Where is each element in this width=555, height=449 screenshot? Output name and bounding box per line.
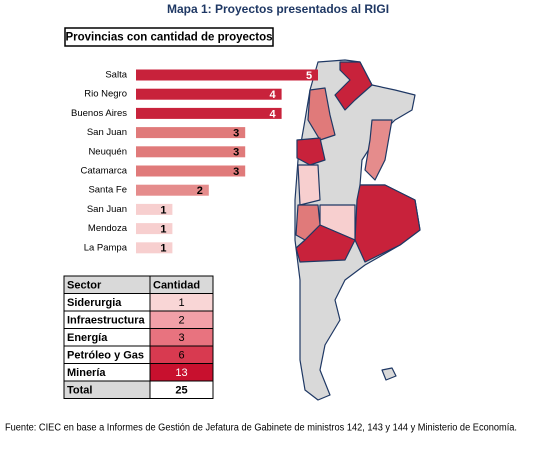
province <box>296 137 326 166</box>
chart-title: Provincias con cantidad de proyectos <box>65 32 272 44</box>
value-label: 4 <box>270 108 277 120</box>
source: Fuente: CIEC en base a Informes de Gesti… <box>5 423 517 434</box>
table-text: Total <box>67 385 92 397</box>
table-text: Sector <box>67 280 102 292</box>
province <box>297 164 321 206</box>
category-label: San Juan <box>87 204 127 215</box>
value-label: 4 <box>270 89 277 101</box>
province <box>364 119 393 181</box>
islands <box>381 367 397 381</box>
bar <box>136 107 282 119</box>
bar <box>136 203 173 215</box>
value-label: 1 <box>160 224 166 236</box>
category-label: Santa Fe <box>88 185 127 196</box>
bar <box>136 146 246 158</box>
value-label: 3 <box>233 147 239 159</box>
value-label: 2 <box>197 185 203 197</box>
table-text: Cantidad <box>153 280 200 292</box>
bar <box>136 242 173 254</box>
table-text: Petróleo y Gas <box>67 350 144 362</box>
table-text: Minería <box>67 367 106 379</box>
table-text: 25 <box>175 385 187 397</box>
category-label: Neuquén <box>88 146 127 157</box>
table-cell <box>149 380 214 399</box>
table-text: 3 <box>178 332 184 344</box>
category-label: Salta <box>105 70 127 81</box>
table-text: 2 <box>178 315 184 327</box>
category-label: Catamarca <box>81 166 128 177</box>
subtitle-box <box>64 27 274 47</box>
category-label: La Pampa <box>84 242 128 253</box>
province <box>334 61 373 111</box>
bar <box>136 127 246 139</box>
table-text: 6 <box>178 350 184 362</box>
province <box>295 224 356 263</box>
bar <box>136 165 246 177</box>
category-label: Rio Negro <box>84 89 127 100</box>
bar <box>136 69 318 81</box>
value-label: 3 <box>233 128 239 140</box>
table-text: 1 <box>178 297 184 309</box>
map <box>294 59 421 401</box>
province <box>307 87 336 141</box>
bar <box>136 223 173 235</box>
table-text: Energía <box>67 332 108 344</box>
value-label: 1 <box>160 204 166 216</box>
value-label: 5 <box>306 70 312 82</box>
category-label: Buenos Aires <box>71 108 127 119</box>
bar <box>136 184 209 196</box>
table-text: Infraestructura <box>67 315 146 327</box>
value-label: 3 <box>233 166 239 178</box>
province <box>354 184 421 263</box>
bar <box>136 88 282 100</box>
table-text: 13 <box>175 367 187 379</box>
value-label: 1 <box>160 243 166 255</box>
category-label: Mendoza <box>88 223 128 234</box>
category-label: San Juan <box>87 127 127 138</box>
table-text: Siderurgia <box>67 297 122 309</box>
title: Mapa 1: Proyectos presentados al RIGI <box>167 2 389 16</box>
